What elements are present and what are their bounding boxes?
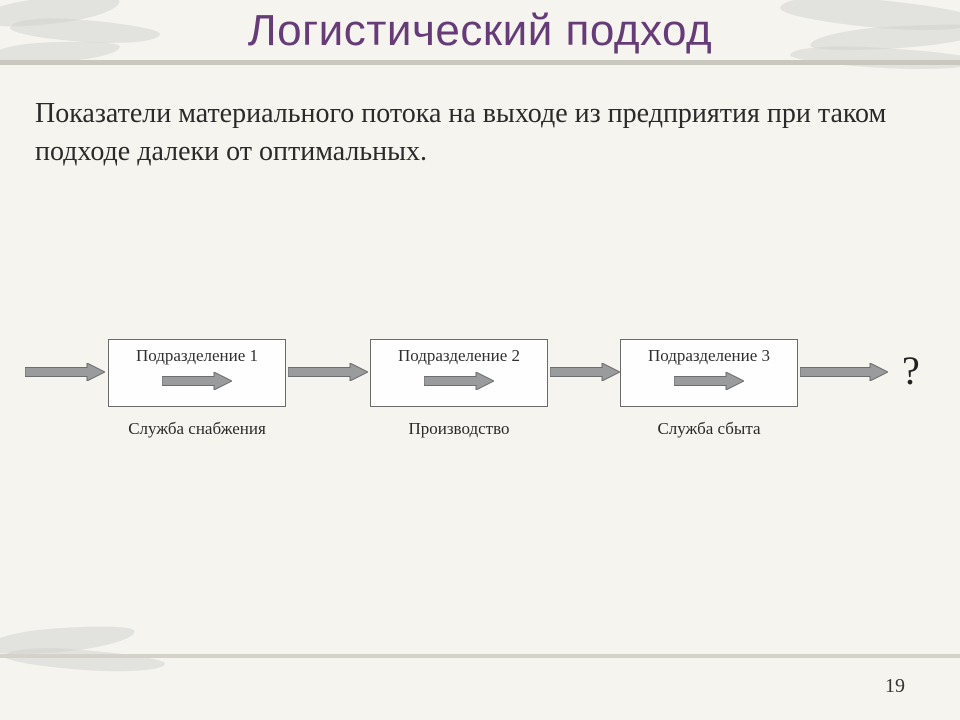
inner-arrow-icon xyxy=(109,372,285,395)
flow-node-sublabel: Служба сбыта xyxy=(620,419,798,439)
body-paragraph: Показатели материального потока на выход… xyxy=(35,95,900,171)
flow-arrow xyxy=(800,363,888,381)
title-bar: Логистический подход xyxy=(0,0,960,65)
page-title: Логистический подход xyxy=(248,6,712,55)
flow-node-label: Подразделение 2 xyxy=(371,346,547,366)
question-mark: ? xyxy=(902,347,920,394)
flow-node: Подразделение 2 xyxy=(370,339,548,407)
inner-arrow-icon xyxy=(371,372,547,395)
brush-stroke xyxy=(4,644,165,675)
flow-node-sublabel: Служба снабжения xyxy=(108,419,286,439)
bottom-divider xyxy=(0,654,960,658)
flow-arrow xyxy=(288,363,368,381)
flow-arrow xyxy=(550,363,620,381)
flow-arrow xyxy=(25,363,105,381)
flow-diagram: Подразделение 1 Служба снабжения Подраздел… xyxy=(0,335,960,495)
flow-node-label: Подразделение 1 xyxy=(109,346,285,366)
inner-arrow-icon xyxy=(621,372,797,395)
flow-node-sublabel: Производство xyxy=(370,419,548,439)
flow-node: Подразделение 1 xyxy=(108,339,286,407)
page-number: 19 xyxy=(885,675,905,698)
flow-node: Подразделение 3 xyxy=(620,339,798,407)
flow-node-label: Подразделение 3 xyxy=(621,346,797,366)
